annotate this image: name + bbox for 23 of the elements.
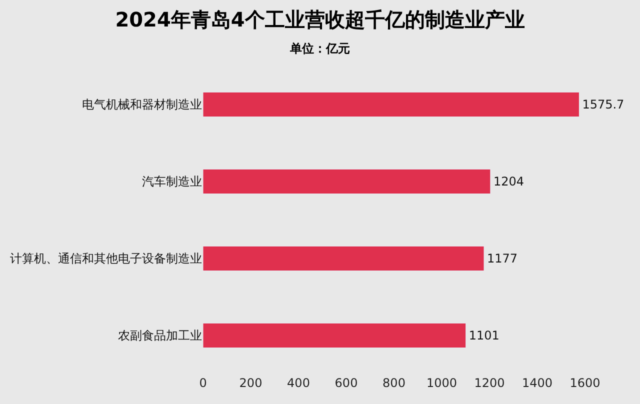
data-label: 1177 (487, 252, 518, 266)
y-tick-label: 电气机械和器材制造业 (82, 98, 202, 112)
bar (203, 92, 580, 118)
y-tick-label: 农副食品加工业 (118, 328, 202, 343)
x-tick-label: 1400 (522, 376, 553, 390)
y-tick-label: 汽车制造业 (142, 174, 202, 189)
chart-subtitle: 单位：亿元 (289, 41, 350, 56)
chart-title: 2024年青岛4个工业营收超千亿的制造业产业 (115, 7, 525, 32)
x-tick-label: 1200 (474, 376, 505, 390)
y-tick-label: 计算机、通信和其他电子设备制造业 (10, 252, 202, 266)
x-tick-label: 600 (334, 376, 358, 390)
data-label: 1575.7 (582, 98, 624, 112)
data-label: 1101 (468, 328, 500, 342)
x-tick-label: 1000 (426, 376, 458, 390)
bar (203, 246, 484, 272)
x-tick-label: 200 (239, 376, 262, 390)
bar (203, 168, 491, 194)
x-tick-label: 400 (287, 376, 310, 390)
data-label: 1204 (493, 174, 524, 188)
bar (203, 322, 466, 348)
x-tick-label: 1600 (570, 376, 600, 390)
x-tick-label: 800 (382, 376, 406, 390)
x-tick-label: 0 (199, 376, 207, 390)
